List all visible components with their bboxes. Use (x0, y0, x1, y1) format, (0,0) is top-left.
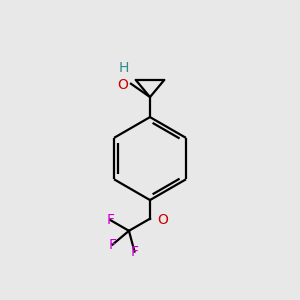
Text: H: H (118, 61, 129, 75)
Text: F: F (109, 238, 116, 252)
Text: F: F (106, 213, 114, 227)
Text: O: O (157, 213, 168, 227)
Text: F: F (130, 244, 139, 259)
Text: O: O (117, 78, 128, 92)
